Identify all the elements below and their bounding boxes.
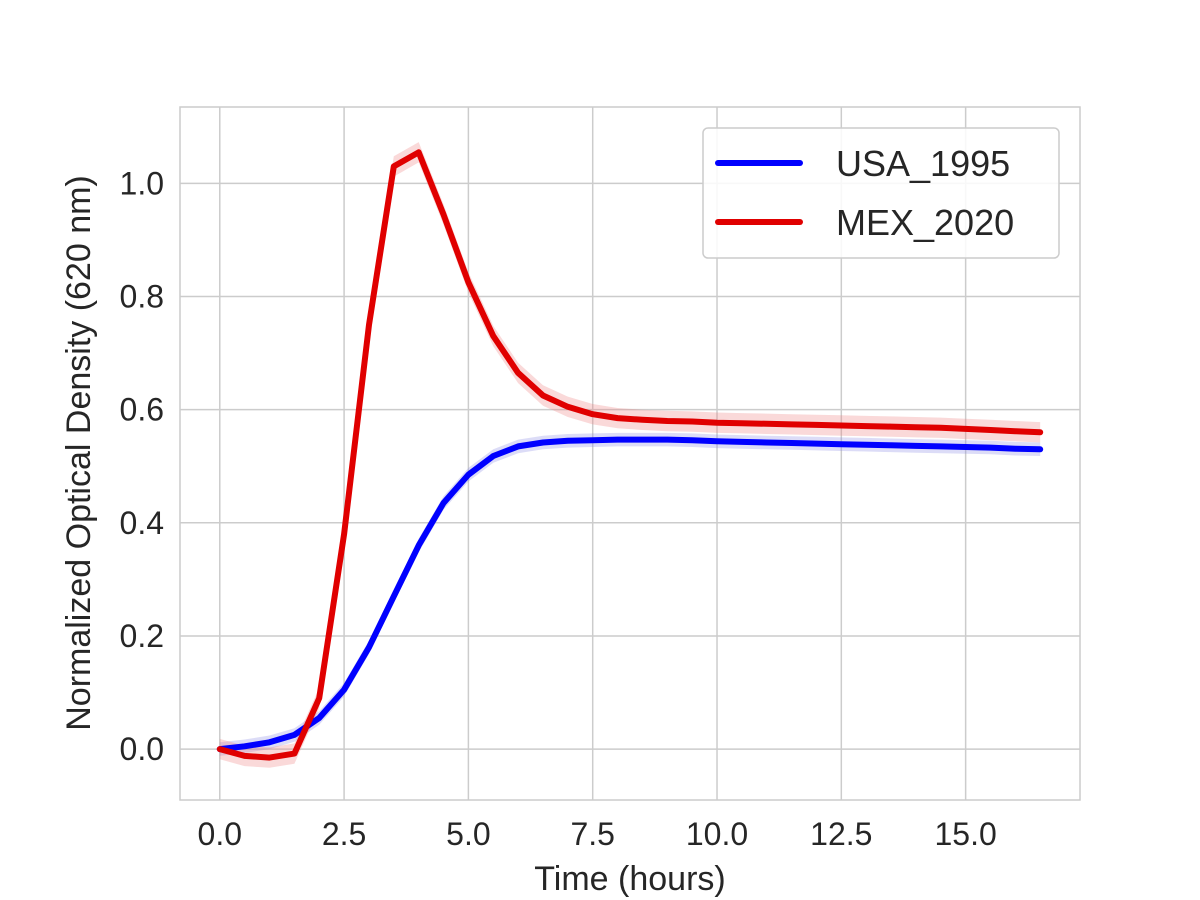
x-tick-label: 10.0 [686,816,748,852]
plot-frame [179,106,1081,801]
legend: USA_1995 MEX_2020 [702,127,1060,259]
y-tick-label: 0.0 [120,731,164,767]
y-tick-label: 0.4 [120,505,164,541]
y-tick-label: 0.6 [120,392,164,428]
x-tick-label: 2.5 [322,816,366,852]
x-tick-label: 15.0 [934,816,996,852]
band-usa-1995 [219,432,1041,756]
x-axis-label: Time (hours) [534,860,725,898]
y-tick-labels: 0.0 0.2 0.4 0.6 0.8 1.0 [120,165,164,767]
x-tick-label: 0.0 [198,816,242,852]
legend-label-usa-1995: USA_1995 [836,143,1010,184]
series-line-mex-2020 [216,149,1044,761]
series-lines [216,149,1044,761]
legend-label-mex-2020: MEX_2020 [836,202,1014,243]
confidence-bands [219,142,1041,768]
y-tick-label: 0.8 [120,279,164,315]
x-tick-label: 12.5 [810,816,872,852]
y-tick-label: 1.0 [120,165,164,201]
x-tick-labels: 0.0 2.5 5.0 7.5 10.0 12.5 15.0 [198,816,997,852]
x-tick-label: 7.5 [570,816,614,852]
x-tick-label: 5.0 [446,816,490,852]
y-axis-label: Normalized Optical Density (620 nm) [60,175,98,731]
y-tick-label: 0.2 [120,618,164,654]
series-line-usa-1995 [216,436,1044,753]
